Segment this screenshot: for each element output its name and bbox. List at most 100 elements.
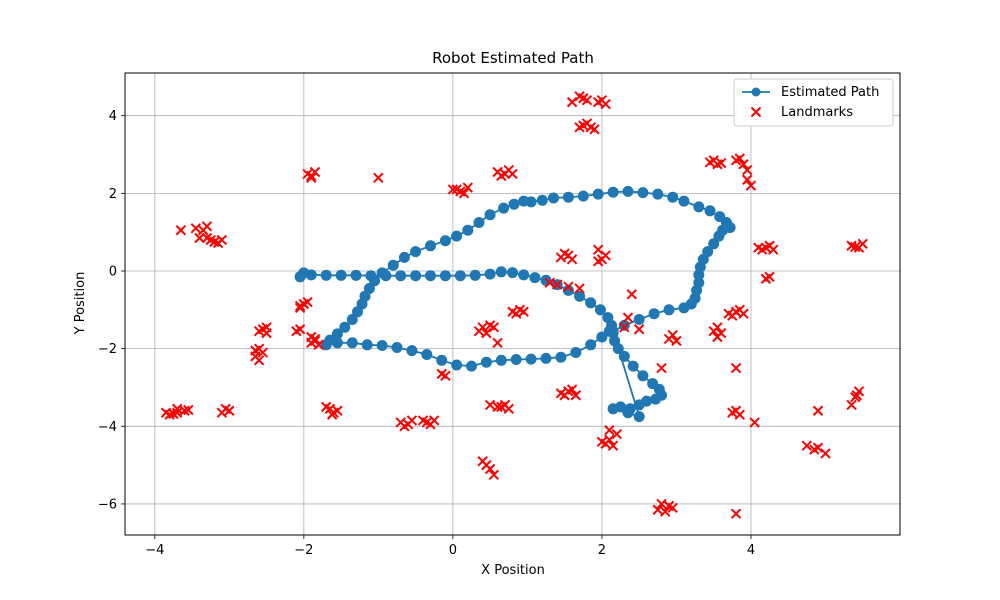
- landmark-point: [552, 279, 563, 290]
- plot-background: [125, 73, 900, 535]
- landmark-point: [455, 186, 466, 197]
- path-point: [518, 195, 530, 207]
- path-point: [702, 246, 714, 258]
- y-tick-label: −4: [98, 420, 117, 435]
- landmark-point: [820, 448, 831, 459]
- landmark-point: [205, 234, 216, 246]
- path-point: [510, 354, 522, 365]
- landmark-point: [406, 415, 418, 426]
- landmark-point: [488, 469, 500, 481]
- landmark-point: [592, 256, 604, 267]
- landmark-point: [492, 401, 503, 413]
- path-point: [663, 304, 675, 316]
- path-point: [622, 407, 634, 419]
- y-axis-ticks: −6 −4 −2 0 2 4: [98, 109, 125, 512]
- x-axis-ticks: −4 −2 0 2 4: [145, 535, 755, 558]
- landmark-point: [253, 355, 265, 366]
- landmark-point: [201, 221, 213, 232]
- path-point: [612, 343, 624, 355]
- landmark-point: [715, 157, 727, 169]
- path-point: [650, 393, 662, 405]
- path-point: [350, 269, 362, 281]
- legend-circle-marker-icon: [751, 87, 761, 97]
- landmark-point: [566, 96, 578, 108]
- x-tick-label: 2: [598, 543, 606, 558]
- path-point: [421, 349, 433, 360]
- y-tick-label: 4: [109, 109, 117, 124]
- plot-frame: [124, 72, 901, 536]
- landmark-point: [566, 384, 578, 395]
- landmark-point: [801, 440, 813, 451]
- landmark-point: [671, 335, 682, 347]
- landmark-point: [857, 238, 868, 250]
- x-tick-label: 4: [747, 543, 755, 558]
- landmark-point: [190, 223, 202, 234]
- landmark-point: [708, 155, 719, 166]
- landmark-point: [622, 312, 634, 323]
- landmark-point: [574, 122, 585, 133]
- path-point: [548, 192, 559, 204]
- landmark-point: [589, 124, 600, 135]
- landmark-point: [306, 337, 317, 349]
- landmark-point: [559, 390, 570, 401]
- landmark-point: [544, 277, 555, 288]
- path-point: [508, 198, 520, 210]
- landmark-point: [503, 403, 514, 415]
- landmark-point: [447, 184, 459, 195]
- path-point: [305, 269, 317, 281]
- landmark-point: [730, 508, 742, 519]
- landmark-point: [194, 232, 205, 244]
- landmark-point: [756, 244, 768, 255]
- path-point: [525, 353, 537, 365]
- landmark-point: [734, 153, 745, 164]
- landmark-point: [566, 254, 578, 265]
- landmark-point: [749, 417, 760, 428]
- plot-area: −4 −2 0 2 4 −6 −4 −2 0 2 4: [98, 72, 901, 558]
- path-point: [335, 269, 347, 281]
- landmark-point: [294, 300, 306, 312]
- landmark-point: [734, 304, 745, 316]
- landmark-point: [488, 322, 500, 333]
- landmark-point: [559, 248, 570, 259]
- landmark-point: [712, 331, 723, 343]
- path-point: [361, 339, 373, 351]
- landmark-point: [168, 408, 179, 420]
- landmark-point: [667, 329, 678, 341]
- path-point: [320, 269, 332, 281]
- landmark-point: [440, 370, 451, 382]
- path-point: [498, 202, 510, 214]
- landmark-point: [481, 459, 492, 471]
- landmark-point: [846, 399, 857, 411]
- landmark-point: [812, 442, 824, 453]
- path-point: [607, 403, 619, 415]
- path-point: [395, 270, 407, 282]
- path-point: [648, 308, 660, 320]
- path-point: [439, 270, 451, 282]
- path-point: [633, 314, 645, 325]
- path-point: [346, 314, 358, 325]
- landmark-point: [175, 225, 187, 236]
- path-point: [637, 187, 649, 199]
- path-point: [425, 240, 436, 252]
- landmark-point: [212, 237, 224, 249]
- landmark-point: [850, 241, 861, 253]
- landmark-point: [730, 405, 742, 416]
- path-point: [398, 251, 410, 263]
- landmark-point: [851, 390, 862, 401]
- path-point: [618, 350, 630, 362]
- landmark-point: [607, 440, 619, 451]
- path-point: [607, 186, 619, 198]
- landmark-point: [581, 118, 593, 129]
- path-point: [562, 284, 574, 296]
- landmark-point: [812, 405, 824, 416]
- path-point: [339, 321, 351, 333]
- landmark-point: [306, 172, 317, 184]
- landmark-point: [309, 166, 321, 178]
- y-tick-label: 2: [109, 187, 117, 202]
- landmark-point: [250, 345, 261, 356]
- legend: Estimated Path Landmarks: [733, 78, 894, 127]
- landmark-point: [738, 159, 749, 170]
- landmark-point: [611, 428, 623, 440]
- landmark-point: [429, 415, 440, 426]
